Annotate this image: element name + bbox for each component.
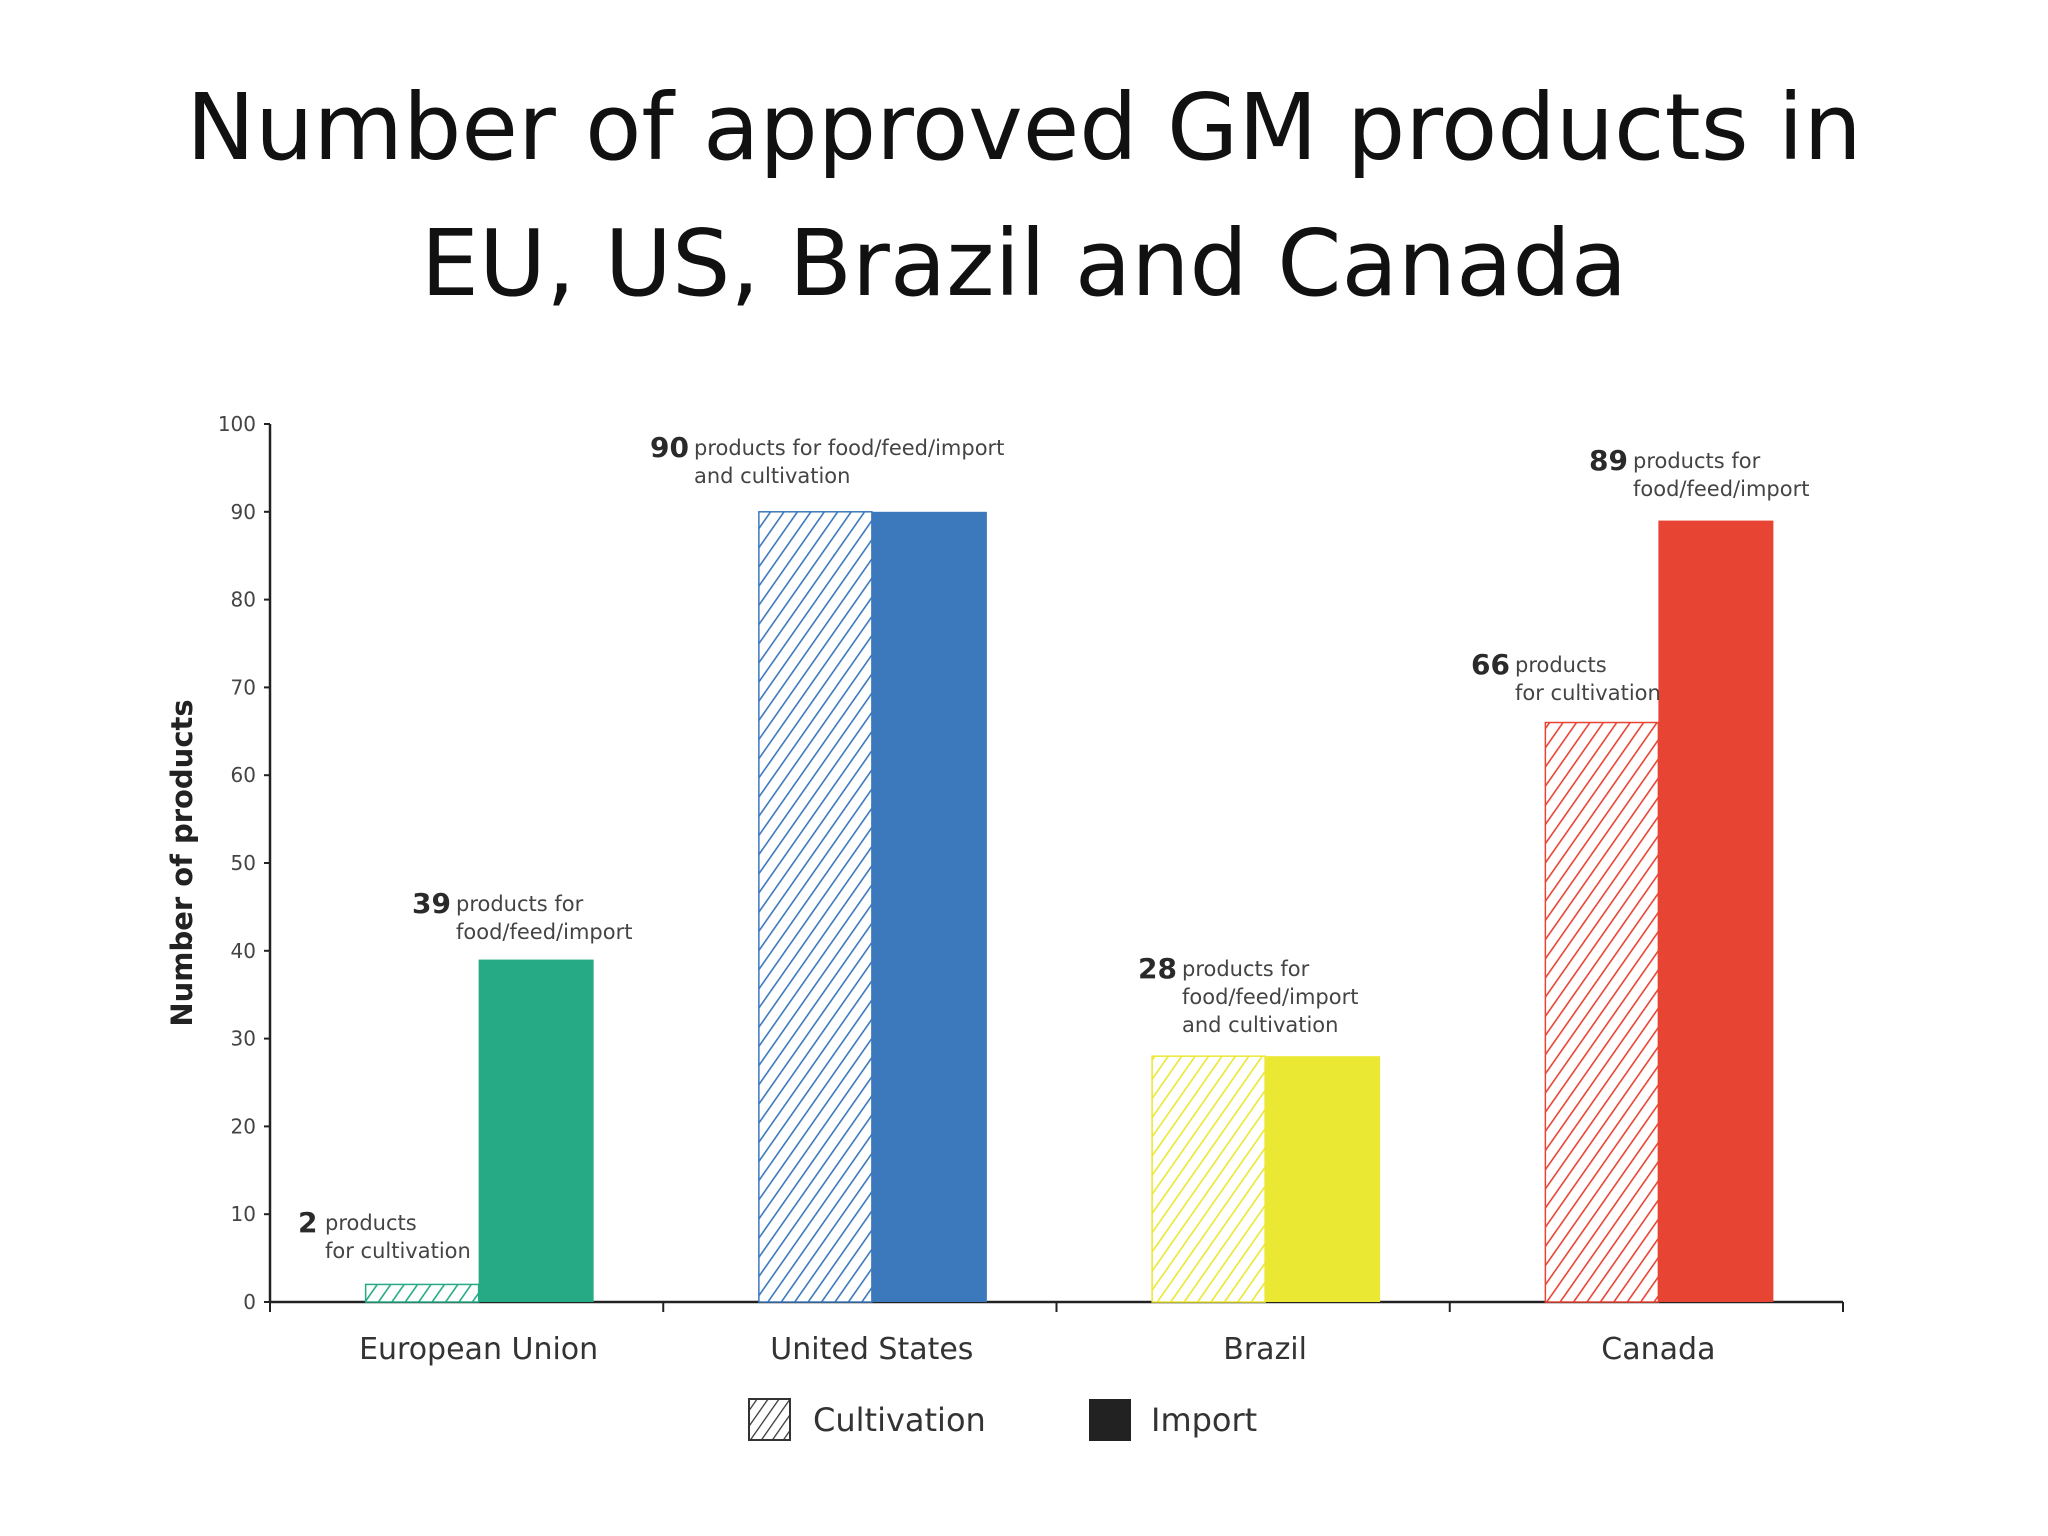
slide-title-line-2: EU, US, Brazil and Canada <box>420 210 1628 317</box>
data-label-text: products for <box>1182 957 1310 981</box>
bar-cultivation-3 <box>1544 721 1660 1303</box>
x-tick-label: United States <box>770 1332 973 1367</box>
data-label: 66 products for cultivation <box>1471 648 1661 705</box>
bar-cultivation-1 <box>758 511 873 1303</box>
y-tick-label: 20 <box>231 1114 256 1138</box>
bar-cultivation-0 <box>364 1283 480 1303</box>
data-label-text: and cultivation <box>1182 1013 1338 1037</box>
slide-title: Number of approved GM products in EU, US… <box>0 60 2048 332</box>
legend-label-import: Import <box>1151 1401 1257 1439</box>
data-label: 39 products for food/feed/import <box>412 887 632 944</box>
data-label-text: for cultivation <box>1515 681 1661 705</box>
data-label-text: for cultivation <box>325 1239 471 1263</box>
data-label-text: food/feed/import <box>1633 477 1809 501</box>
y-tick-label: 70 <box>231 675 256 699</box>
legend-swatch-cultivation <box>748 1398 791 1441</box>
x-tick-label: European Union <box>359 1332 598 1367</box>
y-tick-label: 60 <box>231 763 256 787</box>
data-label-text: products <box>325 1211 417 1235</box>
bar-import-1 <box>871 511 987 1302</box>
y-tick-label: 90 <box>231 500 256 524</box>
data-label-value: 28 <box>1138 952 1177 985</box>
y-tick-label: 100 <box>218 412 256 436</box>
data-label-text: products <box>1515 653 1607 677</box>
data-label-value: 89 <box>1589 444 1628 477</box>
bar-import-2 <box>1265 1056 1381 1302</box>
y-tick-label: 30 <box>231 1027 256 1051</box>
data-label: 2 products for cultivation <box>298 1206 471 1263</box>
y-axis-title: Number of products <box>165 699 199 1026</box>
data-label-text: products for food/feed/import <box>694 436 1004 460</box>
data-label-text: and cultivation <box>694 464 850 488</box>
y-tick-label: 40 <box>231 939 256 963</box>
data-label-text: food/feed/import <box>1182 985 1358 1009</box>
bar-import-0 <box>478 959 594 1302</box>
x-tick-label: Brazil <box>1223 1332 1307 1367</box>
y-tick-label: 80 <box>231 588 256 612</box>
legend-label-cultivation: Cultivation <box>813 1401 986 1439</box>
y-tick-label: 0 <box>243 1290 256 1314</box>
data-label: 28 products for food/feed/import and cultiv… <box>1138 952 1358 1037</box>
data-label-value: 2 <box>298 1206 317 1239</box>
y-tick-label: 10 <box>231 1202 256 1226</box>
data-label-text: products for <box>1633 449 1761 473</box>
data-label-text: food/feed/import <box>456 920 632 944</box>
data-label-value: 66 <box>1471 648 1510 681</box>
data-label-value: 39 <box>412 887 451 920</box>
data-label-text: products for <box>456 892 584 916</box>
data-label-value: 90 <box>650 431 689 464</box>
legend-swatch-import <box>1089 1399 1131 1441</box>
bar-cultivation-2 <box>1151 1055 1266 1303</box>
data-label: 89 products for food/feed/import <box>1589 444 1809 501</box>
data-label: 90 products for food/feed/import and culti… <box>650 431 1004 488</box>
x-tick-label: Canada <box>1601 1332 1715 1367</box>
slide-title-line-1: Number of approved GM products in <box>186 74 1862 181</box>
bar-import-3 <box>1658 520 1774 1302</box>
y-tick-label: 50 <box>231 851 256 875</box>
